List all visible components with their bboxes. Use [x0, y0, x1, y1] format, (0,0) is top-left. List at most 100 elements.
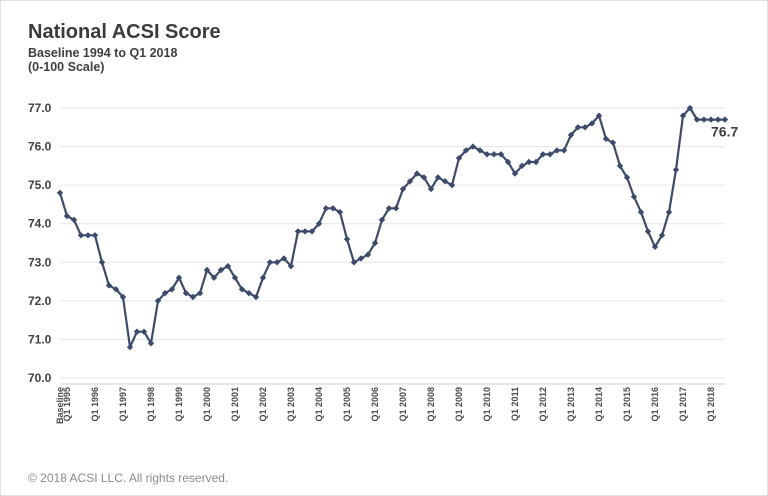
data-point [581, 124, 589, 131]
copyright-footer: © 2018 ACSI LLC. All rights reserved. [28, 471, 229, 485]
data-point [574, 124, 582, 131]
data-point [413, 170, 421, 177]
data-point [651, 243, 659, 251]
data-point [140, 328, 148, 335]
data-point [483, 151, 491, 158]
y-tick-label: 72.0 [28, 294, 52, 308]
data-point [546, 151, 554, 158]
data-point [644, 228, 652, 235]
data-point [238, 286, 246, 293]
data-point [287, 262, 295, 270]
data-point [455, 154, 463, 162]
data-point [308, 228, 316, 235]
y-tick-label: 73.0 [28, 255, 52, 269]
data-point [182, 289, 190, 297]
data-point [203, 266, 211, 274]
data-point [462, 147, 470, 154]
data-point [329, 205, 337, 212]
x-tick-label: Q1 2007 [398, 387, 408, 422]
x-tick-label: Q1 2013 [566, 387, 576, 422]
data-point [119, 293, 127, 301]
data-point [91, 232, 99, 239]
data-point [126, 343, 134, 351]
y-tick-label: 77.0 [28, 101, 52, 115]
data-point [721, 116, 729, 123]
x-tick-label: Q1 1998 [146, 387, 156, 422]
data-point [427, 185, 435, 193]
data-point [301, 228, 309, 235]
x-tick-label: Q1 2009 [454, 387, 464, 422]
x-tick-label: Q1 2017 [678, 387, 688, 422]
x-tick-label: Q1 2015 [622, 387, 632, 422]
data-point [630, 193, 638, 200]
end-value-label: 76.7 [711, 124, 738, 140]
data-point [714, 116, 722, 123]
data-point [392, 205, 400, 212]
data-point [693, 116, 701, 123]
data-point [168, 286, 176, 293]
data-point [357, 255, 365, 262]
data-point [448, 181, 456, 189]
data-point [70, 216, 78, 224]
data-point [434, 174, 442, 181]
data-point [77, 232, 85, 239]
x-tick-label: Q1 2018 [706, 387, 716, 422]
series-line [58, 106, 725, 349]
data-point [280, 255, 288, 262]
data-point [154, 297, 162, 305]
data-point [686, 104, 694, 112]
data-point [420, 174, 428, 181]
data-point [399, 185, 407, 193]
x-tick-label: Q1 2006 [370, 387, 380, 422]
data-point [105, 282, 113, 289]
x-tick-label: Q1 1995 [62, 387, 72, 422]
x-tick-label: Q1 2002 [258, 387, 268, 422]
data-point [441, 178, 449, 185]
x-tick-label: Q1 1999 [174, 387, 184, 422]
data-point [539, 151, 547, 158]
data-point [210, 274, 218, 281]
x-tick-label: Q1 2005 [342, 387, 352, 422]
data-point [595, 112, 603, 119]
chart-scale-note: (0-100 Scale) [28, 60, 105, 74]
y-tick-label: 71.0 [28, 332, 52, 346]
x-tick-label: Q1 2016 [650, 387, 660, 422]
data-point [196, 289, 204, 297]
y-tick-label: 74.0 [28, 217, 52, 231]
data-point [679, 112, 687, 119]
data-point [322, 205, 330, 212]
data-point [637, 208, 645, 216]
data-point [602, 135, 610, 143]
data-point [133, 328, 141, 335]
data-point [406, 178, 414, 185]
y-tick-label: 76.0 [28, 140, 52, 154]
x-tick-label: Q1 2004 [314, 387, 324, 422]
data-point [553, 147, 561, 154]
data-point [588, 120, 596, 127]
data-point [700, 116, 708, 123]
data-point [532, 158, 540, 166]
y-tick-label: 75.0 [28, 178, 52, 192]
x-tick-label: Q1 2014 [594, 387, 604, 422]
data-point [343, 235, 351, 243]
x-tick-label: Q1 1997 [118, 387, 128, 422]
data-point [616, 162, 624, 170]
chart-title: National ACSI Score [28, 21, 221, 43]
data-point [147, 340, 155, 347]
y-tick-label: 70.0 [28, 371, 52, 385]
x-tick-label: Q1 2003 [286, 387, 296, 422]
data-point [231, 274, 239, 281]
data-point [707, 116, 715, 123]
data-point [266, 259, 274, 266]
x-tick-label: Q1 1996 [90, 387, 100, 422]
data-point [658, 232, 666, 239]
data-point [224, 262, 232, 270]
x-tick-label: Q1 2001 [230, 387, 240, 422]
data-point [490, 151, 498, 158]
data-point [259, 274, 267, 281]
data-point [245, 289, 253, 297]
data-point [525, 158, 533, 166]
data-point [217, 266, 225, 274]
data-point [511, 170, 519, 177]
